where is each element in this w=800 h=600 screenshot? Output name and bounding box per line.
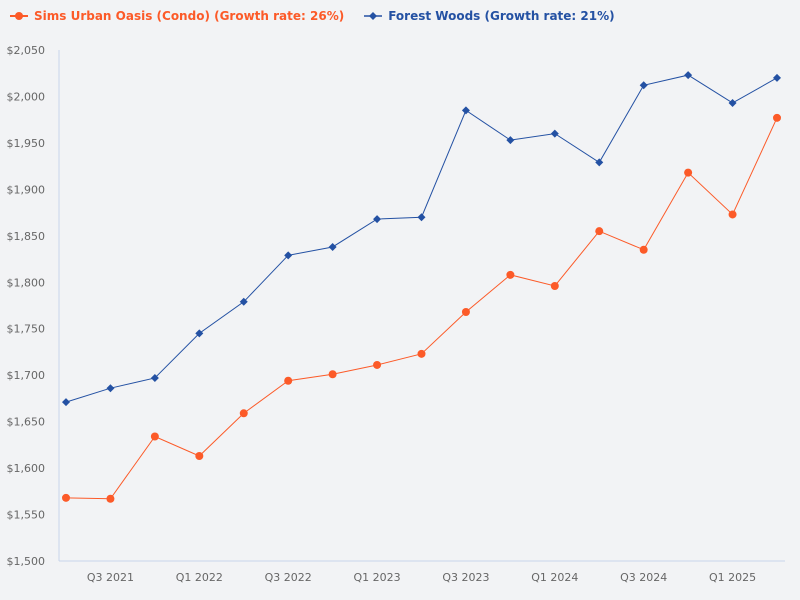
y-tick-label: $1,600	[7, 462, 46, 475]
x-tick-label: Q3 2023	[442, 571, 489, 584]
x-tick-label: Q1 2022	[176, 571, 223, 584]
legend-item-sims[interactable]: Sims Urban Oasis (Condo) (Growth rate: 2…	[10, 9, 344, 23]
y-tick-label: $1,650	[7, 416, 46, 429]
data-point	[595, 158, 604, 167]
data-point	[639, 81, 648, 90]
data-point	[639, 245, 648, 254]
data-point	[62, 398, 70, 407]
data-point	[195, 329, 204, 338]
data-point	[773, 73, 781, 82]
data-point	[195, 452, 204, 461]
y-tick-label: $1,850	[7, 230, 46, 243]
data-point	[506, 270, 515, 279]
data-point	[106, 494, 115, 503]
data-point	[284, 251, 293, 260]
legend-label-forest: Forest Woods (Growth rate: 21%)	[388, 9, 615, 23]
data-point	[373, 360, 382, 369]
y-tick-label: $1,900	[7, 183, 46, 196]
x-tick-label: Q1 2024	[531, 571, 578, 584]
data-point	[461, 106, 470, 115]
data-point	[284, 376, 293, 385]
data-point	[417, 349, 426, 358]
data-point	[728, 98, 737, 107]
data-point	[106, 384, 115, 393]
y-tick-label: $2,000	[7, 90, 46, 103]
data-point	[684, 168, 693, 177]
x-tick-label: Q3 2022	[265, 571, 312, 584]
data-point	[550, 129, 559, 138]
y-tick-label: $1,950	[7, 137, 46, 150]
data-point	[328, 370, 337, 379]
data-point	[62, 493, 70, 502]
legend: Sims Urban Oasis (Condo) (Growth rate: 2…	[10, 9, 615, 23]
x-tick-label: Q1 2025	[709, 571, 756, 584]
data-point	[239, 409, 248, 418]
x-tick-label: Q1 2023	[353, 571, 400, 584]
circle-marker-icon	[10, 12, 28, 20]
legend-label-sims: Sims Urban Oasis (Condo) (Growth rate: 2…	[34, 9, 345, 23]
legend-item-forest[interactable]: Forest Woods (Growth rate: 21%)	[364, 9, 615, 23]
data-point	[417, 213, 426, 222]
data-point	[461, 308, 470, 317]
data-point	[506, 136, 515, 145]
y-tick-label: $2,050	[7, 44, 46, 57]
data-point	[150, 373, 159, 382]
diamond-marker-icon	[364, 12, 383, 20]
y-tick-label: $1,550	[7, 509, 46, 522]
data-point	[773, 113, 781, 122]
data-point	[728, 210, 737, 219]
y-tick-label: $1,800	[7, 276, 46, 289]
y-tick-label: $1,500	[7, 555, 46, 568]
x-tick-label: Q3 2021	[87, 571, 134, 584]
data-point	[373, 215, 382, 224]
data-point	[595, 227, 604, 236]
series-line-0	[65, 117, 778, 500]
data-point	[684, 71, 693, 80]
data-point	[328, 242, 337, 251]
data-point	[550, 281, 559, 290]
data-point	[239, 297, 248, 306]
x-tick-label: Q3 2024	[620, 571, 667, 584]
y-tick-label: $1,750	[7, 323, 46, 336]
y-tick-label: $1,700	[7, 369, 46, 382]
data-point	[150, 432, 159, 441]
